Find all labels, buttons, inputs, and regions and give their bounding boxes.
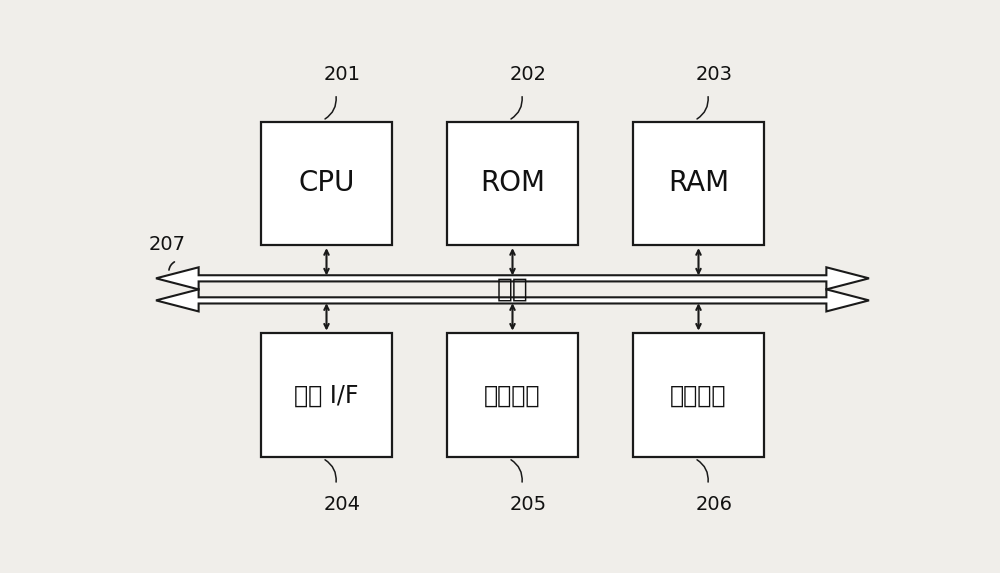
Bar (261, 333, 392, 457)
Polygon shape (156, 267, 869, 289)
Text: 204: 204 (324, 494, 360, 513)
Text: 显示设备: 显示设备 (484, 383, 541, 407)
Text: 205: 205 (509, 494, 547, 513)
Text: ROM: ROM (480, 170, 545, 198)
Polygon shape (156, 289, 869, 312)
Text: RAM: RAM (668, 170, 729, 198)
Bar (261, 121, 392, 245)
Bar (633, 121, 764, 245)
Text: 206: 206 (696, 494, 732, 513)
Text: CPU: CPU (298, 170, 355, 198)
Text: 网络 I/F: 网络 I/F (294, 383, 359, 407)
Text: 202: 202 (510, 65, 546, 84)
Text: 总线: 总线 (497, 276, 528, 303)
Bar (447, 333, 578, 457)
Text: 207: 207 (149, 235, 186, 254)
Text: 201: 201 (324, 65, 360, 84)
Bar (447, 121, 578, 245)
Text: 203: 203 (696, 65, 732, 84)
Bar (633, 333, 764, 457)
Text: 输入设备: 输入设备 (670, 383, 727, 407)
